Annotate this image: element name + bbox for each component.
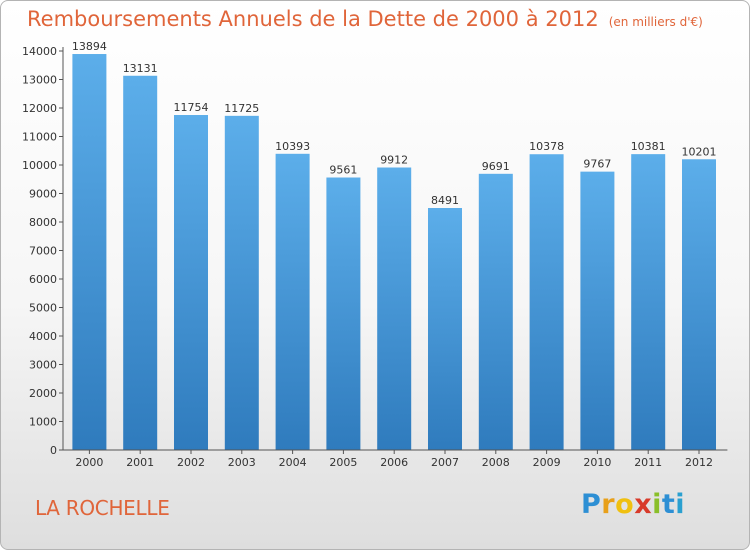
y-tick-label: 4000 bbox=[29, 330, 57, 343]
bar-2004 bbox=[275, 153, 310, 450]
bar-2006 bbox=[377, 167, 412, 450]
bar-2003 bbox=[224, 115, 259, 451]
value-label: 9767 bbox=[583, 158, 611, 171]
value-label: 13894 bbox=[72, 40, 107, 53]
y-tick-label: 6000 bbox=[29, 273, 57, 286]
bar-2009 bbox=[529, 154, 564, 451]
y-tick-label: 3000 bbox=[29, 359, 57, 372]
value-label: 9691 bbox=[482, 160, 510, 173]
value-label: 9561 bbox=[329, 164, 357, 177]
value-label: 10381 bbox=[631, 140, 666, 153]
y-tick-label: 2000 bbox=[29, 387, 57, 400]
y-axis: 0 1000 2000 3000 4000 5000 6000 7000 8000 9000 100… bbox=[22, 45, 64, 457]
value-label: 9912 bbox=[380, 154, 408, 167]
bar-2012 bbox=[682, 159, 716, 451]
y-tick-label: 10000 bbox=[22, 159, 57, 172]
x-tick-label: 2010 bbox=[583, 456, 611, 469]
city-name: LA ROCHELLE bbox=[35, 496, 170, 520]
bar-2008 bbox=[478, 173, 513, 450]
y-tick-label: 14000 bbox=[22, 45, 57, 58]
value-label: 11754 bbox=[174, 101, 209, 114]
x-tick-label: 2008 bbox=[482, 456, 510, 469]
title-text: Remboursements Annuels de la Dette de 20… bbox=[27, 7, 599, 31]
y-tick-label: 5000 bbox=[29, 302, 57, 315]
x-tick-label: 2003 bbox=[228, 456, 256, 469]
logo-letter: x bbox=[634, 489, 653, 520]
value-label: 13131 bbox=[123, 62, 158, 75]
value-label: 10378 bbox=[529, 140, 564, 153]
x-tick-label: 2000 bbox=[75, 456, 103, 469]
x-tick-label: 2001 bbox=[126, 456, 154, 469]
bar-2001 bbox=[123, 75, 158, 450]
y-tick-label: 9000 bbox=[29, 188, 57, 201]
x-tick-label: 2005 bbox=[329, 456, 357, 469]
y-tick-label: 11000 bbox=[22, 131, 57, 144]
logo-letter: o bbox=[615, 489, 635, 520]
unit-label: (en milliers d'€) bbox=[608, 15, 703, 29]
x-tick-label: 2007 bbox=[431, 456, 459, 469]
bar-2010 bbox=[580, 171, 615, 450]
x-tick-label: 2011 bbox=[634, 456, 662, 469]
x-tick-label: 2004 bbox=[279, 456, 307, 469]
bar-2000 bbox=[72, 54, 107, 451]
bar-2011 bbox=[631, 154, 666, 451]
bar-2005 bbox=[326, 177, 361, 450]
logo-letter: i bbox=[652, 489, 662, 520]
y-tick-label: 7000 bbox=[29, 245, 57, 258]
x-tick-label: 2006 bbox=[380, 456, 408, 469]
value-label: 8491 bbox=[431, 194, 459, 207]
y-tick-label: 0 bbox=[50, 444, 57, 457]
value-label: 10393 bbox=[275, 140, 310, 153]
bars-group: 13894 13131 11754 11725 10393 9561 9912 8491 969… bbox=[72, 40, 717, 451]
y-tick-label: 13000 bbox=[22, 74, 57, 87]
bar-2002 bbox=[174, 115, 208, 451]
x-tick-label: 2009 bbox=[533, 456, 561, 469]
y-tick-label: 8000 bbox=[29, 216, 57, 229]
bar-2007 bbox=[428, 208, 462, 450]
y-tick-label: 1000 bbox=[29, 416, 57, 429]
logo-letter: r bbox=[601, 489, 616, 520]
x-tick-label: 2012 bbox=[685, 456, 713, 469]
value-label: 11725 bbox=[224, 102, 259, 115]
logo-letter: P bbox=[581, 489, 602, 520]
proxiti-logo: Proxiti bbox=[581, 489, 685, 520]
x-axis: 2000 2001 2002 2003 2004 2005 2006 2007 2008 2009… bbox=[63, 449, 728, 469]
y-tick-label: 12000 bbox=[22, 102, 57, 115]
logo-letter: i bbox=[675, 489, 686, 520]
value-label: 10201 bbox=[682, 145, 717, 158]
logo-letter: t bbox=[661, 489, 676, 520]
x-tick-label: 2002 bbox=[177, 456, 205, 469]
chart-title: Remboursements Annuels de la Dette de 20… bbox=[27, 7, 703, 31]
